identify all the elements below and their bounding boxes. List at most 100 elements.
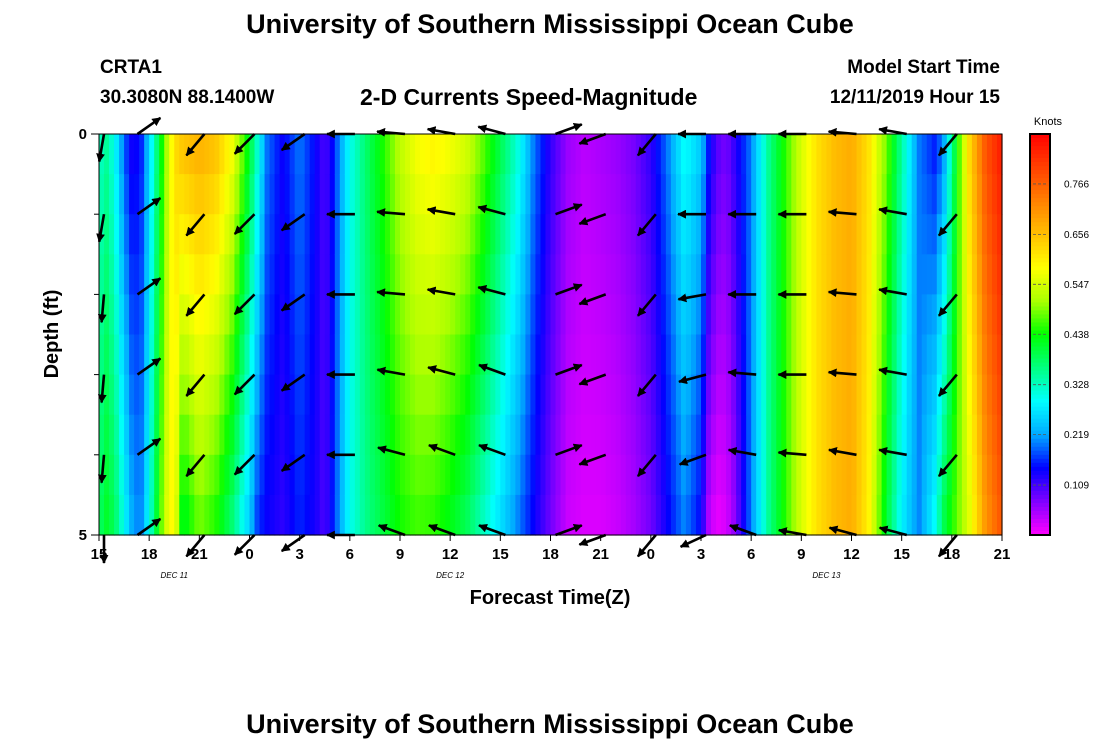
colorbar-segment (1030, 410, 1050, 416)
heatmap-cell (545, 494, 552, 536)
colorbar-segment (1030, 230, 1050, 235)
heatmap-cell (510, 374, 516, 416)
heatmap-cell (465, 174, 471, 215)
heatmap-cell (425, 254, 431, 295)
heatmap-cell (279, 374, 286, 416)
heatmap-cell (364, 374, 371, 416)
heatmap-cell (134, 134, 140, 175)
heatmap-cell (244, 494, 251, 536)
heatmap-cell (976, 214, 983, 255)
heatmap-cell (926, 294, 933, 336)
heatmap-cell (846, 174, 853, 215)
current-vector (233, 133, 256, 155)
heatmap-cell (420, 294, 426, 336)
heatmap-cell (535, 174, 542, 215)
heatmap-cell (134, 494, 140, 536)
heatmap-cell (570, 414, 577, 456)
heatmap-cell (721, 174, 727, 215)
heatmap-cell (169, 374, 175, 416)
heatmap-cell (716, 214, 722, 255)
heatmap-cell (359, 174, 366, 215)
heatmap-cell (946, 374, 953, 416)
heatmap-cell (109, 174, 115, 215)
heatmap-cell (991, 374, 998, 416)
heatmap-cell (645, 294, 652, 336)
heatmap-cell (595, 374, 602, 416)
heatmap-cell (826, 134, 833, 175)
heatmap-cell (349, 374, 356, 416)
current-vector (280, 213, 306, 232)
heatmap-cell (791, 294, 797, 336)
heatmap-cell (299, 174, 306, 215)
heatmap-cell (821, 414, 828, 456)
x-axis-label: Forecast Time(Z) (470, 587, 631, 609)
heatmap-cell (214, 414, 220, 456)
heatmap-cell (665, 134, 672, 175)
heatmap-cell (690, 134, 697, 175)
date-label: DEC 12 (436, 571, 465, 580)
heatmap-cell (971, 214, 978, 255)
heatmap-cell (806, 214, 812, 255)
heatmap-cell (269, 134, 276, 175)
heatmap-cell (104, 254, 110, 295)
heatmap-cell (981, 494, 988, 536)
heatmap-cell (234, 254, 241, 295)
heatmap-cell (194, 334, 200, 376)
heatmap-cell (480, 494, 486, 536)
heatmap-cell (304, 294, 311, 336)
heatmap-cell (751, 334, 757, 376)
heatmap-cell (600, 374, 607, 416)
heatmap-cell (891, 214, 898, 255)
heatmap-cell (124, 254, 130, 295)
heatmap-cell (680, 214, 687, 255)
heatmap-cell (249, 414, 256, 456)
heatmap-cell (716, 494, 722, 536)
heatmap-cell (289, 334, 296, 376)
heatmap-cell (264, 254, 271, 295)
heatmap-cell (660, 134, 667, 175)
heatmap-cell (655, 134, 662, 175)
heatmap-cell (410, 254, 416, 295)
heatmap-cell (274, 334, 281, 376)
heatmap-cell (590, 494, 597, 536)
heatmap-cell (916, 134, 923, 175)
heatmap-cell (981, 334, 988, 376)
heatmap-cell (339, 134, 346, 175)
heatmap-cell (239, 134, 246, 175)
current-vector (427, 365, 456, 376)
heatmap-cell (495, 454, 501, 496)
heatmap-cell (685, 254, 692, 295)
heatmap-cell (369, 214, 376, 255)
heatmap-cell (349, 214, 356, 255)
heatmap-cell (986, 454, 993, 496)
colorbar-segment (1030, 242, 1050, 247)
heatmap-cell (911, 494, 918, 536)
heatmap-cell (359, 374, 366, 416)
heatmap-cell (821, 334, 828, 376)
heatmap-cell (304, 214, 311, 255)
heatmap-cell (690, 334, 697, 376)
current-vector (428, 443, 456, 457)
heatmap-cell (460, 174, 466, 215)
colorbar-segment (1030, 198, 1050, 203)
colorbar-tick-label: 0.109 (1064, 481, 1089, 492)
heatmap-cell (650, 134, 657, 175)
heatmap-cell (480, 174, 486, 215)
heatmap-cell (475, 414, 481, 456)
page-title: University of Southern Mississippi Ocean… (246, 9, 854, 39)
heatmap-cell (936, 334, 943, 376)
heatmap-cell (901, 454, 908, 496)
heatmap-cell (951, 174, 958, 215)
heatmap-cell (119, 494, 125, 536)
heatmap-cell (861, 334, 868, 376)
heatmap-cell (179, 374, 185, 416)
heatmap-cell (339, 334, 346, 376)
station-coordinates: 30.3080N 88.1400W (100, 87, 275, 108)
heatmap-cell (114, 134, 120, 175)
heatmap-cell (956, 214, 963, 255)
heatmap-cell (916, 374, 923, 416)
heatmap-cell (640, 134, 647, 175)
heatmap-cell (400, 494, 406, 536)
heatmap-cell (269, 254, 276, 295)
heatmap-cell (555, 214, 562, 255)
